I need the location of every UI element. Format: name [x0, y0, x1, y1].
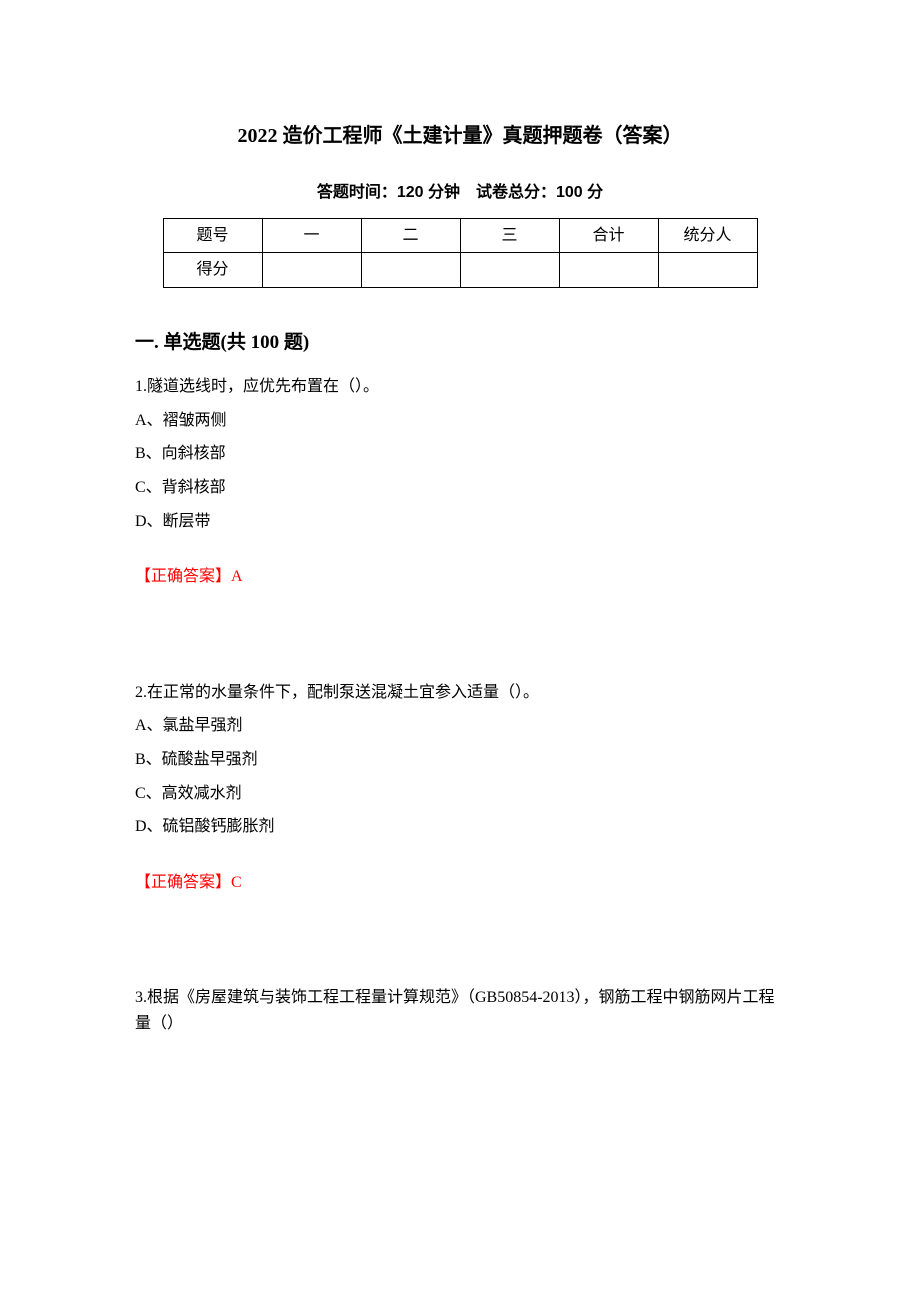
document-subtitle: 答题时间：120 分钟 试卷总分：100 分: [135, 180, 785, 206]
table-header-cell: 合计: [559, 218, 658, 253]
table-row: 题号 一 二 三 合计 统分人: [163, 218, 757, 253]
question-block: 1.隧道选线时，应优先布置在（）。 A、褶皱两侧 B、向斜核部 C、背斜核部 D…: [135, 374, 785, 590]
section-title: 一. 单选题(共 100 题): [135, 328, 785, 358]
answer-prefix: 【正确答案】: [135, 874, 231, 891]
table-header-cell: 一: [262, 218, 361, 253]
question-block: 2.在正常的水量条件下，配制泵送混凝土宜参入适量（）。 A、氯盐早强剂 B、硫酸…: [135, 680, 785, 896]
question-stem: 根据《房屋建筑与装饰工程工程量计算规范》（GB50854-2013），钢筋工程中…: [135, 989, 775, 1032]
answer-label: 【正确答案】A: [135, 564, 785, 590]
table-header-cell: 三: [460, 218, 559, 253]
option-c: C、高效减水剂: [135, 781, 785, 807]
table-cell: [361, 253, 460, 288]
question-text: 2.在正常的水量条件下，配制泵送混凝土宜参入适量（）。: [135, 680, 785, 706]
option-a: A、褶皱两侧: [135, 408, 785, 434]
table-header-cell: 统分人: [658, 218, 757, 253]
question-number: 2.: [135, 684, 147, 701]
question-text: 3.根据《房屋建筑与装饰工程工程量计算规范》（GB50854-2013），钢筋工…: [135, 985, 785, 1036]
table-header-cell: 题号: [163, 218, 262, 253]
option-a: A、氯盐早强剂: [135, 713, 785, 739]
option-b: B、硫酸盐早强剂: [135, 747, 785, 773]
answer-value: A: [231, 568, 243, 585]
table-cell: [559, 253, 658, 288]
answer-value: C: [231, 874, 242, 891]
question-number: 3.: [135, 989, 147, 1006]
answer-prefix: 【正确答案】: [135, 568, 231, 585]
question-stem: 隧道选线时，应优先布置在（）。: [147, 378, 379, 395]
option-c: C、背斜核部: [135, 475, 785, 501]
table-cell: [460, 253, 559, 288]
question-block: 3.根据《房屋建筑与装饰工程工程量计算规范》（GB50854-2013），钢筋工…: [135, 985, 785, 1036]
table-cell: [658, 253, 757, 288]
score-table: 题号 一 二 三 合计 统分人 得分: [163, 218, 758, 288]
option-d: D、断层带: [135, 509, 785, 535]
table-cell: [262, 253, 361, 288]
table-cell: 得分: [163, 253, 262, 288]
answer-label: 【正确答案】C: [135, 870, 785, 896]
question-number: 1.: [135, 378, 147, 395]
document-title: 2022 造价工程师《土建计量》真题押题卷（答案）: [135, 120, 785, 152]
question-stem: 在正常的水量条件下，配制泵送混凝土宜参入适量（）。: [147, 684, 539, 701]
question-text: 1.隧道选线时，应优先布置在（）。: [135, 374, 785, 400]
option-b: B、向斜核部: [135, 441, 785, 467]
table-row: 得分: [163, 253, 757, 288]
table-header-cell: 二: [361, 218, 460, 253]
option-d: D、硫铝酸钙膨胀剂: [135, 814, 785, 840]
